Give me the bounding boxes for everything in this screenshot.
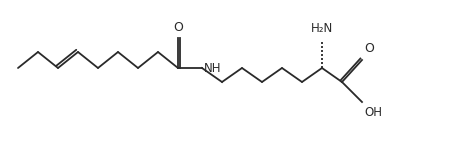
Text: O: O [173, 21, 183, 34]
Text: OH: OH [363, 106, 381, 119]
Text: NH: NH [203, 61, 221, 75]
Text: O: O [363, 42, 373, 55]
Text: H₂N: H₂N [310, 22, 332, 35]
